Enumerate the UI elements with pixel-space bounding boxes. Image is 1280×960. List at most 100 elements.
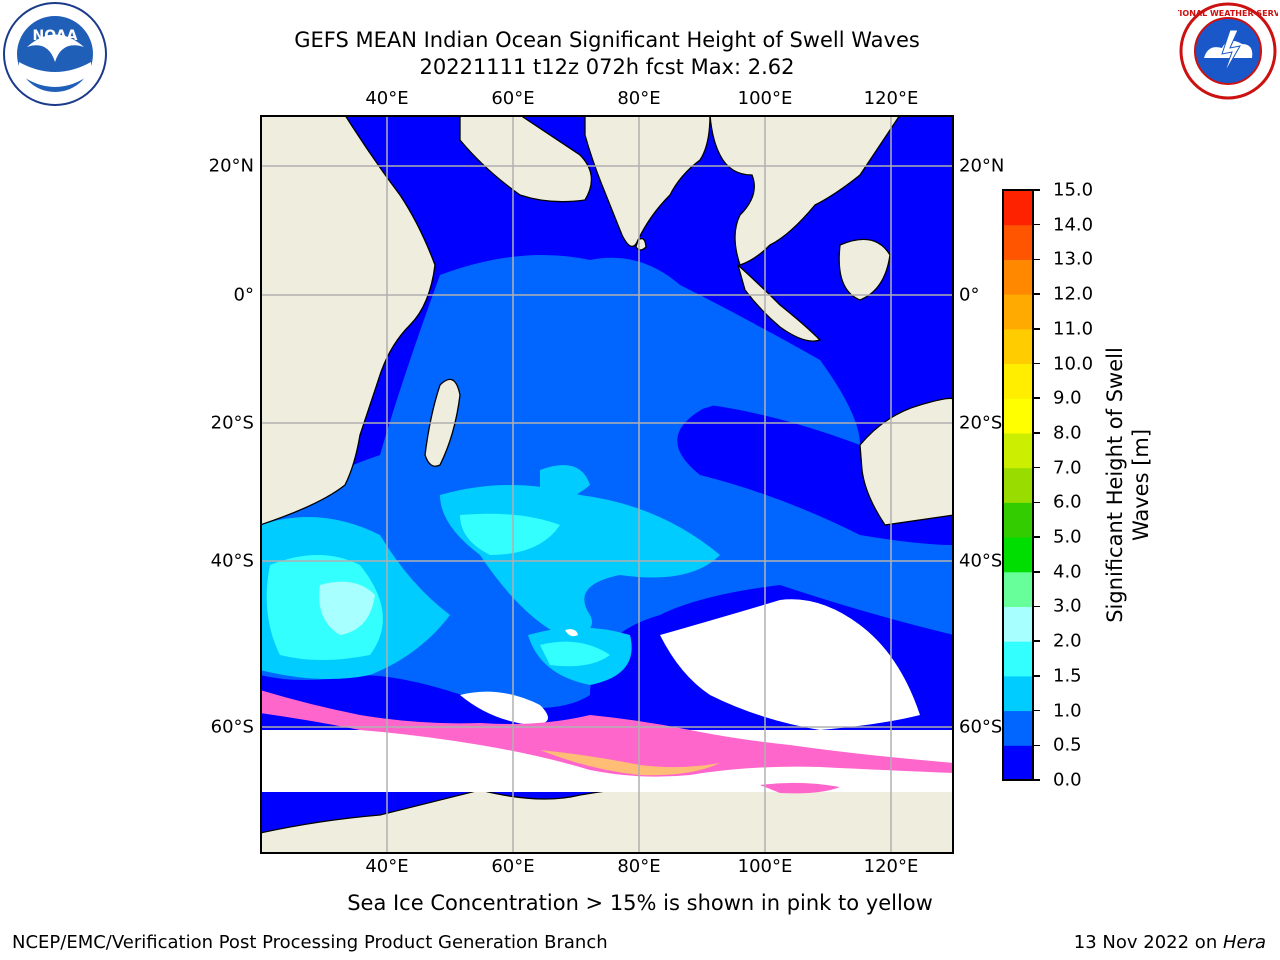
- swell-band-2-0: [319, 581, 375, 635]
- colorbar-segment: [1003, 745, 1033, 781]
- colorbar-segment: [1003, 259, 1033, 295]
- sea-ice-pink-patch: [760, 782, 840, 794]
- colorbar-segment: [1003, 675, 1033, 712]
- lon-label-bottom-120e: 120°E: [863, 856, 919, 877]
- colorbar-tick-mark: [1034, 466, 1040, 469]
- colorbar-segment: [1003, 398, 1033, 434]
- nws-logo: NATIONAL WEATHER SERVICE: [1162, 2, 1280, 104]
- lon-label-top-80e: 80°E: [617, 88, 661, 109]
- sea-ice-caption: Sea Ice Concentration > 15% is shown in …: [347, 891, 933, 915]
- footer-date-text: 13 Nov 2022 on: [1073, 932, 1223, 953]
- colorbar-segment: [1003, 537, 1033, 573]
- land-arabia: [459, 115, 592, 203]
- swell-band-0-5: [260, 255, 954, 709]
- colorbar-tick-label: 6.0: [1053, 491, 1082, 513]
- colorbar-segment: [1003, 606, 1033, 642]
- colorbar-segment: [1003, 363, 1033, 399]
- map-gridlines: [260, 115, 954, 854]
- colorbar-tick-label: 10.0: [1053, 353, 1094, 375]
- colorbar-tick-label: 15.0: [1053, 179, 1094, 201]
- lon-label-top-120e: 120°E: [863, 88, 919, 109]
- colorbar-title-line1: Significant Height of Swell: [1103, 347, 1127, 623]
- colorbar-tick-mark: [1034, 779, 1040, 781]
- colorbar-segment: [1003, 190, 1033, 226]
- map-frame: [260, 115, 954, 854]
- noaa-logo-text: NOAA: [33, 28, 78, 44]
- swell-band-1-0-c: [540, 465, 590, 501]
- colorbar-tick-mark: [1034, 328, 1040, 330]
- colorbar-tick-mark: [1034, 223, 1040, 226]
- colorbar-tick-label: 8.0: [1053, 422, 1082, 444]
- swell-band-0-5-b: [450, 276, 520, 311]
- colorbar-tick-mark: [1034, 189, 1040, 191]
- footer-date: 13 Nov 2022 on Hera: [1074, 932, 1266, 953]
- swell-band-0-5-c: [640, 379, 730, 411]
- lat-label-left-40s: 40°S: [210, 550, 254, 572]
- colorbar-tick-label: 13.0: [1053, 248, 1094, 270]
- lon-label-top-40e: 40°E: [365, 88, 409, 109]
- lat-label-left-20s: 20°S: [210, 412, 254, 434]
- colorbar-tick-mark: [1034, 571, 1040, 573]
- colorbar-segment: [1003, 571, 1033, 607]
- lat-label-right-40s: 40°S: [959, 550, 1003, 572]
- colorbar-tick-mark: [1034, 397, 1040, 399]
- map-subtitle: 20221111 t12z 072h fcst Max: 2.62: [419, 55, 795, 79]
- colorbar-tick-mark: [1034, 258, 1040, 261]
- colorbar-tick-mark: [1034, 744, 1040, 747]
- colorbar-tick-label: 3.0: [1053, 595, 1082, 617]
- white-patch-kerguelen: [565, 629, 578, 637]
- colorbar-tick-label: 14.0: [1053, 214, 1094, 236]
- white-patch-west: [460, 691, 548, 725]
- lon-label-bottom-60e: 60°E: [491, 856, 535, 877]
- colorbar-tick-mark: [1034, 536, 1040, 538]
- colorbar-title: Significant Height of Swell Waves [m]: [1102, 347, 1154, 623]
- lon-label-bottom-40e: 40°E: [365, 856, 409, 877]
- colorbar-segment: [1003, 294, 1033, 330]
- colorbar-segment: [1003, 710, 1033, 746]
- colorbar-tick-mark: [1034, 675, 1040, 677]
- colorbar-tick-mark: [1034, 362, 1040, 365]
- colorbar-frame: [1002, 189, 1034, 781]
- swell-band-1-5-b: [460, 513, 560, 555]
- colorbar-tick-mark: [1034, 432, 1040, 434]
- colorbar-tick-mark: [1034, 605, 1040, 608]
- colorbar: [1002, 189, 1034, 781]
- lat-label-right-20n: 20°N: [959, 155, 1005, 177]
- lat-label-left-60s: 60°S: [210, 716, 254, 738]
- swell-band-1-5-c: [540, 641, 610, 667]
- colorbar-tick-mark: [1034, 709, 1040, 712]
- colorbar-tick-label: 7.0: [1053, 457, 1082, 479]
- lon-label-bottom-80e: 80°E: [617, 856, 661, 877]
- white-patch-south-indian: [660, 599, 920, 730]
- map-title: GEFS MEAN Indian Ocean Significant Heigh…: [294, 28, 920, 52]
- swell-height-map: [260, 115, 954, 854]
- colorbar-segment: [1003, 328, 1033, 365]
- lon-label-top-100e: 100°E: [737, 88, 793, 109]
- colorbar-segment: [1003, 502, 1033, 538]
- lat-label-left-0: 0°: [233, 284, 254, 306]
- lat-label-right-60s: 60°S: [959, 716, 1003, 738]
- nws-logo-text: NATIONAL WEATHER SERVICE: [1178, 9, 1278, 18]
- colorbar-tick-label: 4.0: [1053, 561, 1082, 583]
- colorbar-tick-label: 1.0: [1053, 700, 1082, 722]
- colorbar-tick-label: 9.0: [1053, 387, 1082, 409]
- colorbar-segment: [1003, 432, 1033, 469]
- sea-ice-yellow-band: [540, 750, 720, 776]
- sea-ice-pink-band: [260, 690, 954, 777]
- footer-host: Hera: [1222, 932, 1266, 953]
- land-australia: [859, 397, 954, 526]
- noaa-logo: NOAA: [2, 2, 108, 110]
- footer-credit: NCEP/EMC/Verification Post Processing Pr…: [12, 932, 608, 953]
- colorbar-tick-mark: [1034, 640, 1040, 642]
- colorbar-segment: [1003, 641, 1033, 677]
- colorbar-tick-label: 1.5: [1053, 665, 1082, 687]
- colorbar-tick-label: 2.0: [1053, 630, 1082, 652]
- lat-label-left-20n: 20°N: [208, 155, 254, 177]
- colorbar-tick-mark: [1034, 293, 1040, 295]
- lat-label-right-0: 0°: [959, 284, 980, 306]
- lon-label-top-60e: 60°E: [491, 88, 535, 109]
- lon-label-bottom-100e: 100°E: [737, 856, 793, 877]
- colorbar-segment: [1003, 224, 1033, 260]
- colorbar-segment: [1003, 467, 1033, 503]
- colorbar-tick-label: 0.5: [1053, 734, 1082, 756]
